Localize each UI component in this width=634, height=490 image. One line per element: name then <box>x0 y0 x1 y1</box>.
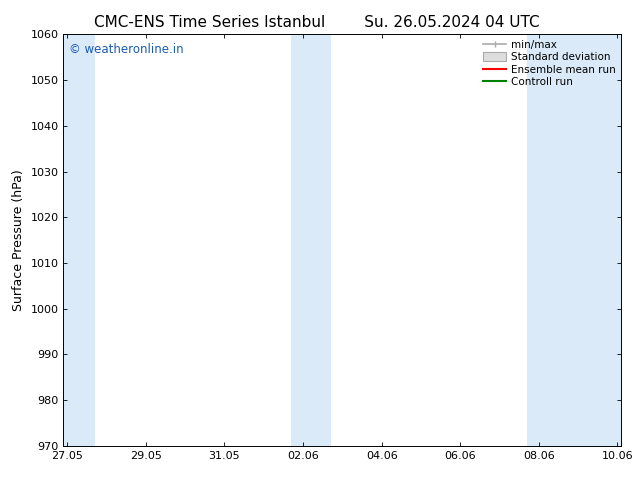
Text: © weatheronline.in: © weatheronline.in <box>69 43 184 55</box>
Bar <box>527 34 621 446</box>
Y-axis label: Surface Pressure (hPa): Surface Pressure (hPa) <box>12 169 25 311</box>
Text: CMC-ENS Time Series Istanbul        Su. 26.05.2024 04 UTC: CMC-ENS Time Series Istanbul Su. 26.05.2… <box>94 15 540 30</box>
Bar <box>291 34 330 446</box>
Legend: min/max, Standard deviation, Ensemble mean run, Controll run: min/max, Standard deviation, Ensemble me… <box>480 36 619 91</box>
Bar <box>63 34 95 446</box>
